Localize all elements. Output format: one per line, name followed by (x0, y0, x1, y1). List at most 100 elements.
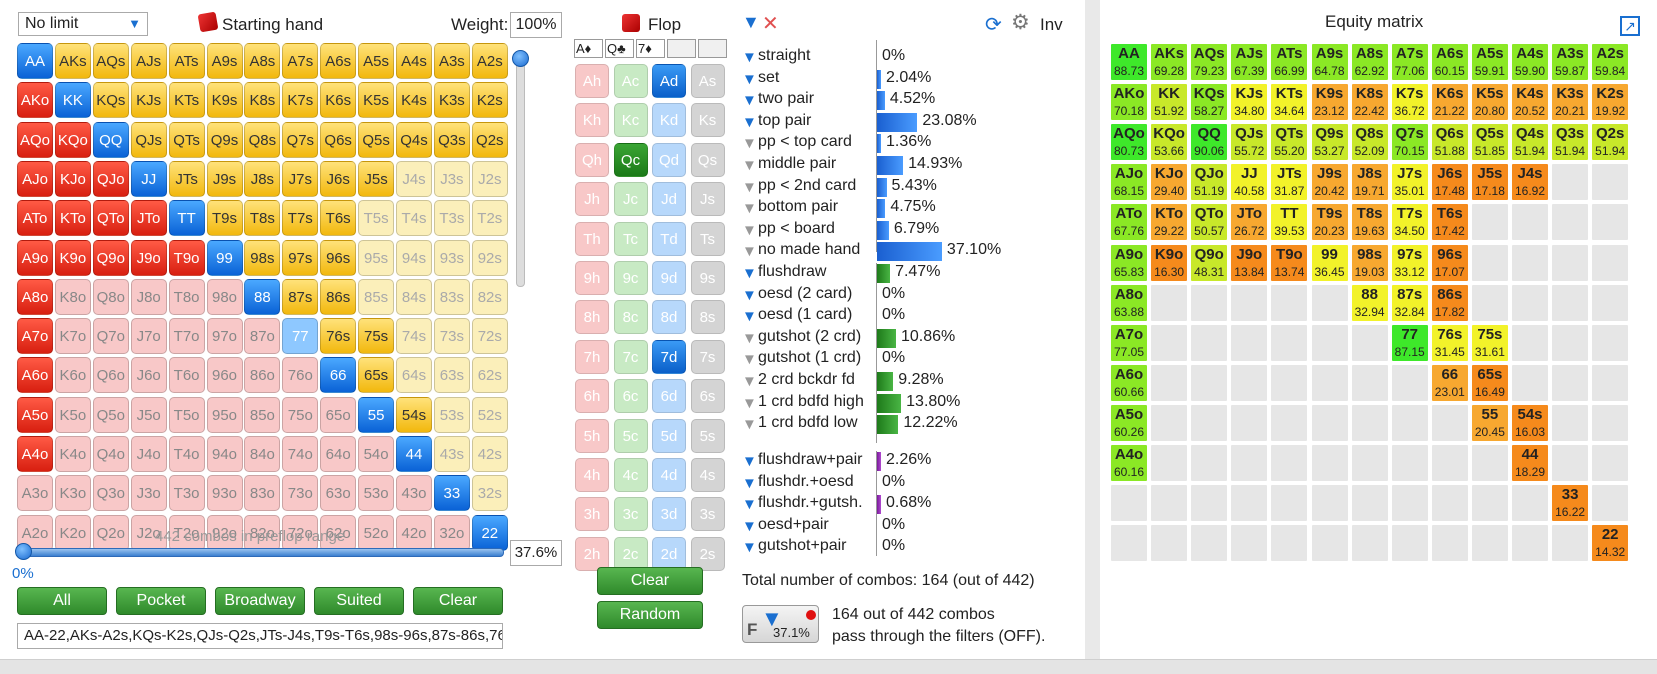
hand-cell-Q6o[interactable]: Q6o (92, 357, 129, 394)
card-Qc[interactable]: Qc (613, 142, 648, 177)
equity-cell-Q7s[interactable]: Q7s 70.15 (1390, 123, 1429, 162)
hand-cell-KTo[interactable]: KTo (54, 200, 91, 237)
hand-cell-43s[interactable]: 43s (433, 436, 470, 472)
card-Ks[interactable]: Ks (690, 103, 725, 138)
card-4d[interactable]: 4d (652, 458, 686, 492)
equity-cell-76s[interactable]: 76s 31.45 (1430, 323, 1469, 362)
pocket-button[interactable]: Pocket (116, 587, 206, 615)
hand-cell-T7o[interactable]: T7o (168, 318, 205, 355)
card-7d[interactable]: 7d (652, 339, 686, 374)
equity-cell-Q9o[interactable]: Q9o 48.31 (1190, 243, 1229, 282)
hand-cell-87s[interactable]: 87s (282, 278, 319, 315)
hand-cell-QQ[interactable]: QQ (92, 121, 129, 158)
card-3c[interactable]: 3c (613, 497, 648, 532)
hand-cell-T8o[interactable]: T8o (168, 278, 205, 315)
hand-cell-83o[interactable]: 83o (244, 475, 281, 512)
hand-cell-86s[interactable]: 86s (320, 278, 357, 315)
hand-cell-A8o[interactable]: A8o (17, 278, 53, 315)
hand-cell-T3o[interactable]: T3o (168, 475, 205, 512)
hand-cell-JJ[interactable]: JJ (130, 160, 167, 197)
card-Jd[interactable]: Jd (652, 182, 686, 217)
filter-row-flushdraw-pair[interactable]: ▼ flushdraw+pair 2.26% (742, 451, 1332, 472)
filter-row-gutshot-2-crd-[interactable]: ▼ gutshot (2 crd) 10.86% (742, 328, 1332, 349)
equity-cell-T9s[interactable]: T9s 20.23 (1310, 203, 1349, 242)
hand-cell-T6o[interactable]: T6o (168, 357, 205, 394)
equity-cell-A5o[interactable]: A5o 60.26 (1110, 403, 1148, 442)
equity-cell-K4s[interactable]: K4s 20.52 (1511, 83, 1549, 122)
filter-row-no-made-hand[interactable]: ▼ no made hand 37.10% (742, 241, 1332, 262)
equity-cell-J4s[interactable]: J4s 16.92 (1511, 163, 1549, 202)
filter-row-flushdr-oesd[interactable]: ▼ flushdr.+oesd 0% (742, 473, 1332, 494)
equity-cell-K5s[interactable]: K5s 20.80 (1470, 83, 1509, 122)
equity-cell-KQs[interactable]: KQs 58.27 (1190, 83, 1229, 122)
equity-cell-A4s[interactable]: A4s 59.90 (1511, 43, 1549, 81)
hand-cell-62s[interactable]: 62s (471, 357, 508, 394)
card-2c[interactable]: 2c (613, 536, 648, 571)
hand-cell-K6o[interactable]: K6o (54, 357, 91, 394)
equity-cell-Q6s[interactable]: Q6s 51.88 (1430, 123, 1469, 162)
filter-funnel-icon[interactable]: ▼ (742, 496, 757, 514)
hand-cell-AKo[interactable]: AKo (17, 82, 53, 119)
hand-cell-Q7s[interactable]: Q7s (282, 121, 319, 158)
filter-funnel-icon[interactable]: ▼ (742, 286, 757, 304)
hand-cell-K8s[interactable]: K8s (244, 82, 281, 119)
equity-cell-A3s[interactable]: A3s 59.87 (1551, 43, 1590, 81)
hand-cell-87o[interactable]: 87o (244, 318, 281, 355)
filter-row-pp-2nd-card[interactable]: ▼ pp < 2nd card 5.43% (742, 177, 1332, 198)
hand-cell-AJs[interactable]: AJs (130, 43, 167, 79)
range-percent-input[interactable]: 37.6% (510, 540, 562, 566)
hand-cell-54s[interactable]: 54s (396, 396, 432, 433)
equity-cell-KTs[interactable]: KTs 34.64 (1270, 83, 1309, 122)
hand-cell-QJo[interactable]: QJo (92, 160, 129, 197)
filter-row-pp-top-card[interactable]: ▼ pp < top card 1.36% (742, 133, 1332, 154)
hand-cell-33[interactable]: 33 (433, 475, 470, 512)
card-3d[interactable]: 3d (652, 497, 686, 532)
filter-funnel-icon[interactable]: ▼ (742, 351, 757, 369)
equity-cell-AQo[interactable]: AQo 80.73 (1110, 123, 1148, 162)
hand-cell-K2s[interactable]: K2s (471, 82, 508, 119)
hand-cell-83s[interactable]: 83s (433, 278, 470, 315)
card-5c[interactable]: 5c (613, 418, 648, 453)
gear-icon[interactable]: ⚙ (1011, 11, 1030, 34)
hand-cell-K9s[interactable]: K9s (206, 82, 243, 119)
hand-cell-Q5o[interactable]: Q5o (92, 396, 129, 433)
equity-cell-33[interactable]: 33 16.22 (1551, 484, 1590, 523)
hand-cell-T9s[interactable]: T9s (206, 200, 243, 237)
card-9d[interactable]: 9d (652, 261, 686, 295)
equity-cell-QTs[interactable]: QTs 55.20 (1270, 123, 1309, 162)
hand-cell-J8o[interactable]: J8o (130, 278, 167, 315)
flop-slot-1[interactable]: A♦ (574, 39, 603, 58)
hand-cell-Q4s[interactable]: Q4s (396, 121, 432, 158)
equity-cell-98s[interactable]: 98s 19.03 (1350, 243, 1389, 282)
equity-cell-AQs[interactable]: AQs 79.23 (1190, 43, 1229, 81)
filter-row-middle-pair[interactable]: ▼ middle pair 14.93% (742, 155, 1332, 176)
card-Ac[interactable]: Ac (613, 64, 648, 98)
equity-cell-Q9s[interactable]: Q9s 53.27 (1310, 123, 1349, 162)
card-5s[interactable]: 5s (690, 418, 725, 453)
card-6s[interactable]: 6s (690, 379, 725, 414)
hand-cell-96s[interactable]: 96s (320, 239, 357, 276)
filter-row-flushdr-gutsh-[interactable]: ▼ flushdr.+gutsh. 0.68% (742, 494, 1332, 515)
equity-cell-TT[interactable]: TT 39.53 (1270, 203, 1309, 242)
filter-funnel-icon[interactable]: ▼ (742, 243, 757, 261)
hand-cell-Q8s[interactable]: Q8s (244, 121, 281, 158)
hand-cell-T5o[interactable]: T5o (168, 396, 205, 433)
filter-funnel-icon[interactable]: ▼ (742, 135, 757, 153)
suited-button[interactable]: Suited (314, 587, 404, 615)
all-button[interactable]: All (17, 587, 107, 615)
hand-cell-92s[interactable]: 92s (471, 239, 508, 276)
hand-cell-K3o[interactable]: K3o (54, 475, 91, 512)
hand-cell-95o[interactable]: 95o (206, 396, 243, 433)
hand-cell-52s[interactable]: 52s (471, 396, 508, 433)
card-8c[interactable]: 8c (613, 300, 648, 335)
card-2h[interactable]: 2h (575, 536, 609, 571)
filter-funnel-icon[interactable]: ▼ (742, 221, 757, 239)
hand-cell-T4s[interactable]: T4s (396, 200, 432, 237)
equity-cell-J9s[interactable]: J9s 20.42 (1310, 163, 1349, 202)
card-Kh[interactable]: Kh (575, 103, 609, 138)
hand-cell-K5s[interactable]: K5s (358, 82, 395, 119)
equity-cell-99[interactable]: 99 36.45 (1310, 243, 1349, 282)
hand-cell-73o[interactable]: 73o (282, 475, 319, 512)
hand-cell-Q2s[interactable]: Q2s (471, 121, 508, 158)
equity-cell-JTo[interactable]: JTo 26.72 (1230, 203, 1269, 242)
